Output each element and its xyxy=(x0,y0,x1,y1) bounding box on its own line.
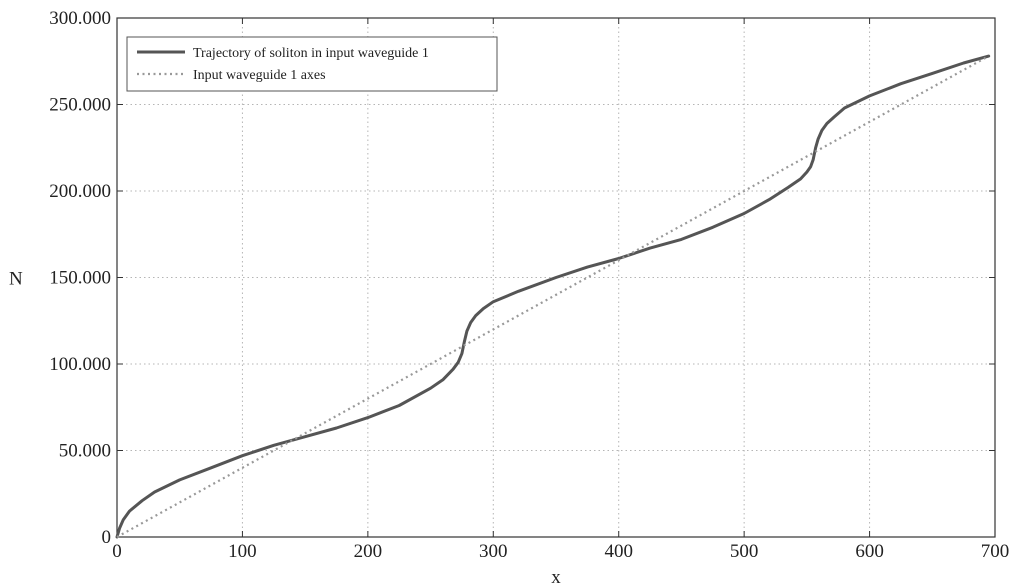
legend: Trajectory of soliton in input waveguide… xyxy=(126,36,498,92)
grid-lines xyxy=(117,18,995,537)
y-tick-label: 250.000 xyxy=(49,95,111,116)
x-tick-label: 400 xyxy=(604,541,633,562)
legend-box xyxy=(126,36,498,92)
legend-label-trajectory: Trajectory of soliton in input waveguide… xyxy=(193,46,429,61)
legend-label-axes: Input waveguide 1 axes xyxy=(193,68,326,83)
x-tick-label: 0 xyxy=(112,541,122,562)
x-tick-label: 100 xyxy=(228,541,257,562)
series-line-trajectory xyxy=(115,54,991,539)
x-tick-label: 700 xyxy=(981,541,1010,562)
series-line-axes xyxy=(116,55,990,538)
y-tick-label: 200.000 xyxy=(49,181,111,202)
x-tick-label: 300 xyxy=(479,541,508,562)
y-tick-label: 50.000 xyxy=(59,441,111,462)
y-tick-label: 300.000 xyxy=(49,8,111,29)
y-axis-label: N xyxy=(9,269,23,290)
y-tick-label: 150.000 xyxy=(49,268,111,289)
axis-ticks: 0 100 200 300 400 500 600 700 0 50.000 100.000 150.… xyxy=(49,8,1009,562)
x-tick-label: 200 xyxy=(354,541,383,562)
x-axis-label: x xyxy=(551,567,561,585)
y-tick-label: 0 xyxy=(102,527,112,548)
series-layer xyxy=(115,54,991,539)
y-tick-label: 100.000 xyxy=(49,354,111,375)
x-tick-label: 600 xyxy=(855,541,884,562)
x-tick-label: 500 xyxy=(730,541,759,562)
